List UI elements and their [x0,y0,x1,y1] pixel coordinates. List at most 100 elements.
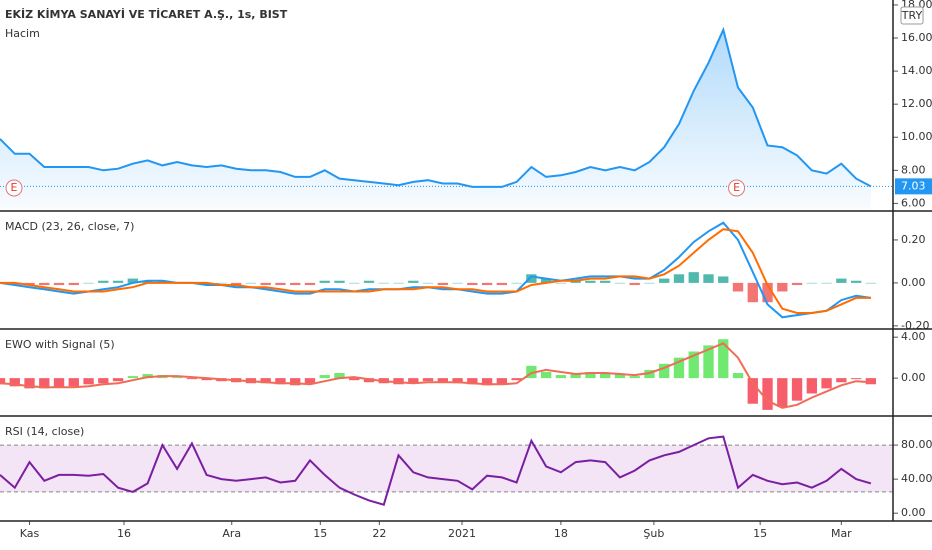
histogram-bar [644,369,655,379]
histogram-bar [747,282,758,303]
currency-box [900,6,924,25]
histogram-bar [53,378,65,388]
histogram-bar [127,376,139,379]
histogram-bar [422,282,434,284]
histogram-bar [260,378,271,384]
histogram-bar [850,280,862,283]
histogram-bar [112,280,124,283]
histogram-bar [688,351,699,379]
histogram-bar [540,278,552,283]
histogram-bar [157,280,168,283]
histogram-bar [245,282,257,284]
histogram-bar [806,378,817,394]
histogram-bar [644,282,655,284]
histogram-bar [127,278,139,283]
histogram-bar [349,378,360,381]
histogram-bar [570,280,581,283]
histogram-bar [9,282,20,286]
histogram-bar [437,378,448,383]
histogram-bar [600,280,611,283]
histogram-bar [319,375,330,379]
histogram-bar [467,378,478,385]
last-price-label: 7.03 [901,179,926,192]
x-tick-label: Ara [222,527,241,540]
histogram-bar [304,282,316,286]
histogram-bar [290,378,301,386]
histogram-bar [614,374,626,379]
histogram-bar [408,280,419,283]
histogram-bar [216,282,227,284]
histogram-bar [0,378,6,385]
series-line [0,342,871,409]
y-tick-label: 4.00 [901,330,926,343]
histogram-bar [68,282,79,286]
y-tick-label: 0.20 [901,233,926,246]
histogram-bar [659,363,670,379]
histogram-bar [112,378,124,382]
histogram-bar [629,376,640,379]
earnings-marker-label: E [11,181,18,194]
histogram-bar [511,378,522,381]
y-tick-label: 10.00 [901,130,932,143]
x-tick-label: Mar [831,527,852,540]
histogram-bar [142,374,153,379]
x-tick-label: Şub [643,527,664,540]
histogram-bar [762,378,773,410]
histogram-bar [334,280,345,283]
histogram-bar [570,373,581,379]
x-tick-label: 2021 [448,527,476,540]
histogram-bar [555,375,567,379]
pane-title: EWO with Signal (5) [5,338,115,351]
y-tick-label: 18.00 [901,0,932,11]
histogram-bar [600,373,611,379]
histogram-bar [304,378,316,385]
histogram-bar [791,378,803,401]
x-tick-label: 15 [313,527,327,540]
earnings-marker-label: E [733,181,740,194]
histogram-bar [363,280,375,283]
histogram-bar [511,282,522,284]
series-line [0,228,871,314]
pane-title: MACD (23, 26, close, 7) [5,220,134,233]
histogram-bar [9,378,20,387]
y-tick-label: 40.00 [901,472,932,485]
last-price-box [895,178,932,195]
histogram-bar [673,274,685,283]
y-tick-label: 0.00 [901,276,926,289]
histogram-bar [585,371,596,379]
pane-title: EKİZ KİMYA SANAYİ VE TİCARET A.Ş., 1s, B… [5,7,288,21]
histogram-bar [673,357,685,379]
x-tick-label: 22 [372,527,386,540]
histogram-bar [732,373,744,379]
histogram-bar [718,276,729,283]
histogram-bar [865,282,877,284]
histogram-bar [496,378,508,385]
histogram-bar [275,282,286,286]
histogram-bar [836,378,847,383]
histogram-bar [496,282,508,286]
histogram-bar [290,282,301,286]
histogram-bar [821,282,832,284]
histogram-bar [481,378,493,386]
histogram-bar [378,282,389,284]
y-tick-label: 14.00 [901,64,932,77]
histogram-bar [467,282,478,286]
histogram-bar [319,280,330,283]
y-tick-label: 12.00 [901,97,932,110]
x-tick-label: 16 [117,527,131,540]
histogram-bar [98,378,109,384]
histogram-bar [260,282,271,286]
histogram-bar [452,378,463,384]
histogram-bar [98,280,109,283]
x-tick-label: 18 [554,527,568,540]
histogram-bar [39,378,50,389]
histogram-bar [836,278,847,283]
histogram-bar [777,282,788,292]
earnings-marker [5,179,23,197]
histogram-bar [408,378,419,384]
histogram-bar [777,378,788,407]
histogram-bar [186,378,198,380]
histogram-bar [39,282,50,286]
histogram-bar [24,378,35,389]
histogram-bar [850,378,862,380]
